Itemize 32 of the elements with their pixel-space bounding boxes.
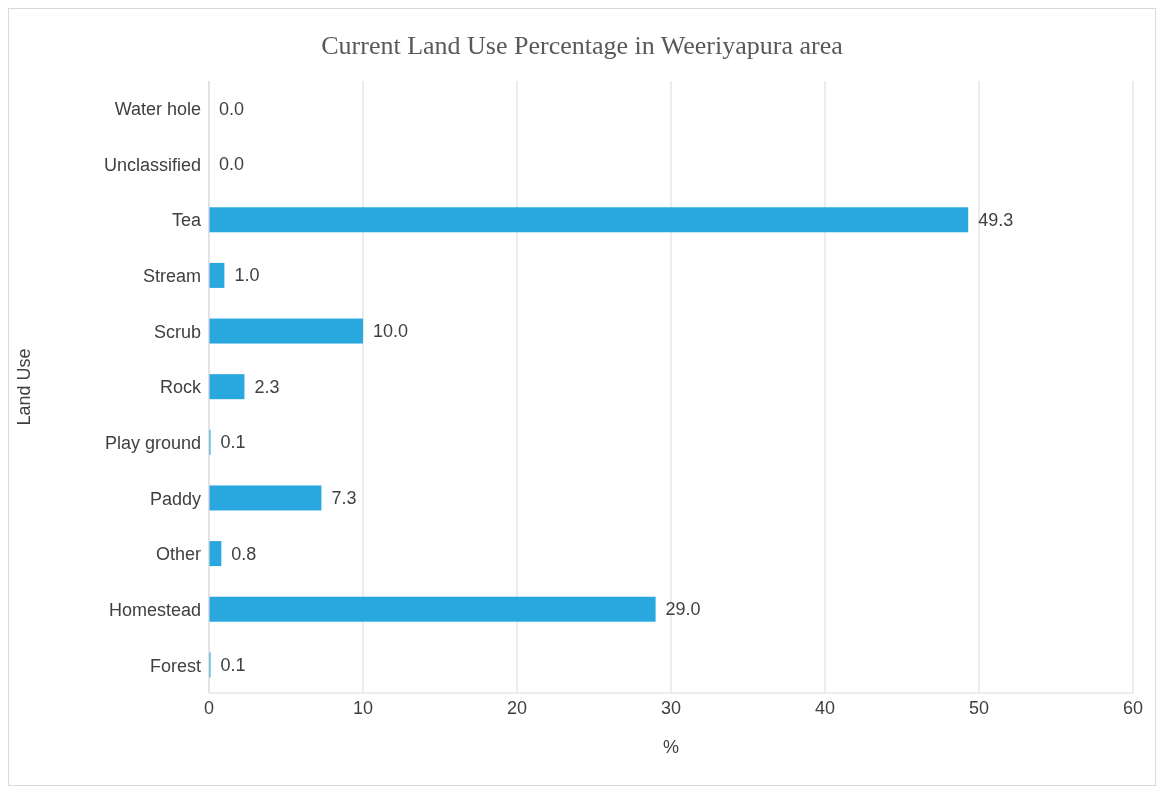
- data-label: 2.3: [254, 376, 280, 397]
- x-tick-label: 20: [506, 697, 528, 718]
- y-tick-label: Paddy: [149, 488, 201, 509]
- data-label: 1.0: [234, 265, 260, 286]
- y-tick-label: Other: [155, 544, 201, 565]
- x-tick-label: 60: [1122, 697, 1144, 718]
- chart-title: Current Land Use Percentage in Weeriyapura area: [320, 30, 844, 62]
- data-label: 49.3: [978, 209, 1014, 230]
- y-tick-label: Water hole: [114, 99, 201, 120]
- y-tick-label: Unclassified: [103, 154, 201, 175]
- x-tick-label: 0: [203, 697, 215, 718]
- y-tick-label: Forest: [149, 655, 201, 676]
- y-tick-label: Rock: [159, 377, 202, 398]
- x-tick-label: 40: [814, 697, 836, 718]
- y-tick-label: Tea: [171, 210, 202, 231]
- data-label: 0.0: [219, 154, 245, 175]
- data-label: 0.8: [231, 543, 257, 564]
- x-tick-label: 50: [968, 697, 990, 718]
- data-label: 10.0: [373, 321, 409, 342]
- y-tick-label: Stream: [142, 266, 201, 287]
- y-tick-label: Scrub: [153, 321, 201, 342]
- x-axis-title: %: [662, 737, 680, 757]
- data-label: 29.0: [665, 599, 701, 620]
- data-label: 0.0: [219, 98, 245, 119]
- y-tick-label: Homestead: [108, 599, 201, 620]
- x-tick-label: 10: [352, 697, 374, 718]
- data-label: 0.1: [220, 654, 246, 675]
- y-axis-title: Land Use: [14, 348, 35, 426]
- y-tick-label: Play ground: [104, 433, 201, 454]
- data-label: 7.3: [331, 487, 357, 508]
- x-tick-label: 30: [660, 697, 682, 718]
- data-label: 0.1: [220, 432, 246, 453]
